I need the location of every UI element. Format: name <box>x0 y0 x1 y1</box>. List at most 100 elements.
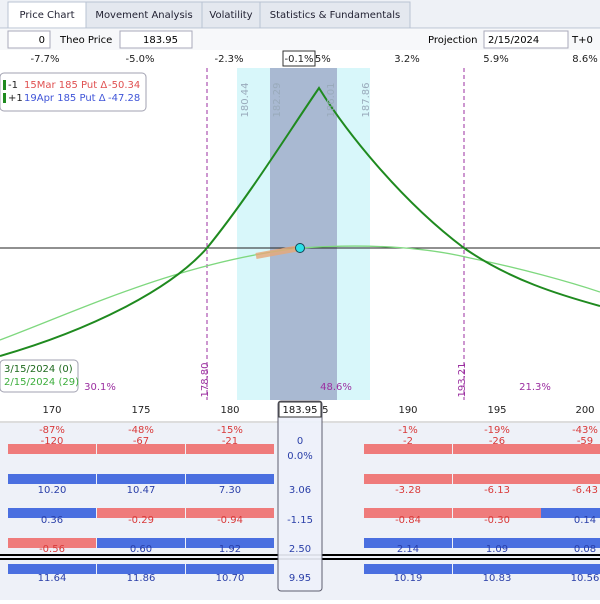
cell-value: -26 <box>489 436 505 447</box>
table-cells: 185-87%-48%-15%-1%-19%-43%-120-67-21-2-2… <box>8 405 600 584</box>
current-price: 183.95 <box>283 405 318 416</box>
cell-value: -21 <box>222 436 238 447</box>
cell-bar <box>541 564 600 574</box>
cell-value: -0.30 <box>484 515 510 526</box>
current-percent-box <box>282 50 316 67</box>
legend-delta: -50.34 <box>108 80 140 91</box>
breakeven-label: 178.80 <box>200 363 211 398</box>
price-tick: 200 <box>575 405 594 416</box>
tab-label[interactable]: Price Chart <box>19 10 74 21</box>
cell-bar <box>8 564 96 574</box>
current-marker[interactable] <box>295 243 305 253</box>
cell-bar <box>364 474 452 484</box>
theo-curve <box>0 245 600 341</box>
cell-bar <box>97 564 185 574</box>
cell-value: -43% <box>572 425 598 436</box>
cell-bar <box>364 564 452 574</box>
projection-label: Projection <box>428 35 477 46</box>
projection-date: 2/15/2024 <box>488 35 539 46</box>
cell-value: 10.47 <box>127 485 156 496</box>
cell-value: 0.08 <box>574 544 596 555</box>
tab[interactable] <box>7 1 87 29</box>
cell-value: -0.84 <box>395 515 421 526</box>
overlay: 0 0.0% 3.06 -1.15 2.50 9.95 183.95 <box>278 401 322 584</box>
curve-legend-label: 2/15/2024 (29) <box>4 377 79 388</box>
cell-value: 10.20 <box>38 485 67 496</box>
tab[interactable] <box>259 1 411 29</box>
cell-bar <box>453 444 541 454</box>
cell-bar <box>186 474 274 484</box>
move-percent: -0.1% <box>284 54 313 65</box>
move-percent: 5.9% <box>483 54 508 65</box>
sd1-band <box>270 68 337 400</box>
legend-swatch <box>3 80 6 90</box>
cell-value: 10.56 <box>571 573 600 584</box>
cell-bar <box>453 538 541 548</box>
cell-value: -2 <box>403 436 413 447</box>
theo-label: Theo Price <box>59 35 112 46</box>
band-label: 186.01 <box>326 83 337 118</box>
curve-legend-label: 3/15/2024 (0) <box>4 364 73 375</box>
cell-bar <box>186 508 274 518</box>
band-label: 187.86 <box>361 83 372 118</box>
cell-value: 0.14 <box>574 515 596 526</box>
cell-value: -87% <box>39 425 65 436</box>
cell-value: -0.94 <box>217 515 243 526</box>
cell-bar <box>97 538 185 548</box>
center-value: 2.50 <box>289 544 311 555</box>
cell-value: 0.60 <box>130 544 152 555</box>
tab-label[interactable]: Volatility <box>209 10 252 21</box>
tab-label[interactable]: Movement Analysis <box>95 10 192 21</box>
price-tick: 190 <box>398 405 417 416</box>
offset-input[interactable] <box>7 30 51 49</box>
center-value: 9.95 <box>289 573 311 584</box>
center-column <box>277 400 323 592</box>
band-label: 180.44 <box>240 83 251 118</box>
price-tick: 170 <box>42 405 61 416</box>
band-label: 182.29 <box>272 83 283 118</box>
price-tick: 180 <box>220 405 239 416</box>
cell-value: 1.09 <box>486 544 508 555</box>
center-value: 0 <box>297 436 303 447</box>
theo-input[interactable] <box>119 30 193 49</box>
cell-value: 2.14 <box>397 544 419 555</box>
cell-value: -6.43 <box>572 485 598 496</box>
legend-sign: +1 <box>8 93 23 104</box>
cell-bar <box>453 474 541 484</box>
cell-bar <box>8 508 96 518</box>
cell-bar <box>186 564 274 574</box>
cell-value: 1.92 <box>219 544 241 555</box>
cell-bar <box>8 474 96 484</box>
offset-value: 0 <box>39 35 45 46</box>
move-percent: -5.0% <box>125 54 154 65</box>
cell-bar <box>453 508 541 518</box>
cell-value: -1% <box>398 425 417 436</box>
cell-bar <box>186 538 274 548</box>
cell-value: 10.19 <box>394 573 423 584</box>
move-percent: -2.3% <box>214 54 243 65</box>
legend-label: 19Apr 185 Put Δ <box>24 93 106 104</box>
price-tick: 195 <box>487 405 506 416</box>
cell-value: 7.30 <box>219 485 241 496</box>
cell-bar <box>8 538 96 548</box>
cell-bar <box>97 508 185 518</box>
tab[interactable] <box>201 1 261 29</box>
cell-value: -15% <box>217 425 243 436</box>
date-input[interactable] <box>483 30 569 49</box>
cell-bar <box>364 508 452 518</box>
probability: 21.3% <box>519 382 551 393</box>
cell-bar <box>8 444 96 454</box>
cell-bar <box>453 564 541 574</box>
cell-bar <box>541 474 600 484</box>
cell-bar <box>541 508 600 518</box>
tab-label[interactable]: Statistics & Fundamentals <box>270 10 401 21</box>
tab[interactable] <box>85 1 203 29</box>
highlight <box>255 245 301 259</box>
legend-sign: -1 <box>8 80 18 91</box>
legend-delta: -47.28 <box>108 93 140 104</box>
t-offset[interactable]: T+0 <box>571 35 593 46</box>
cell-value: 10.70 <box>216 573 245 584</box>
probability: 30.1% <box>84 382 116 393</box>
curve-legend-box <box>0 359 79 393</box>
